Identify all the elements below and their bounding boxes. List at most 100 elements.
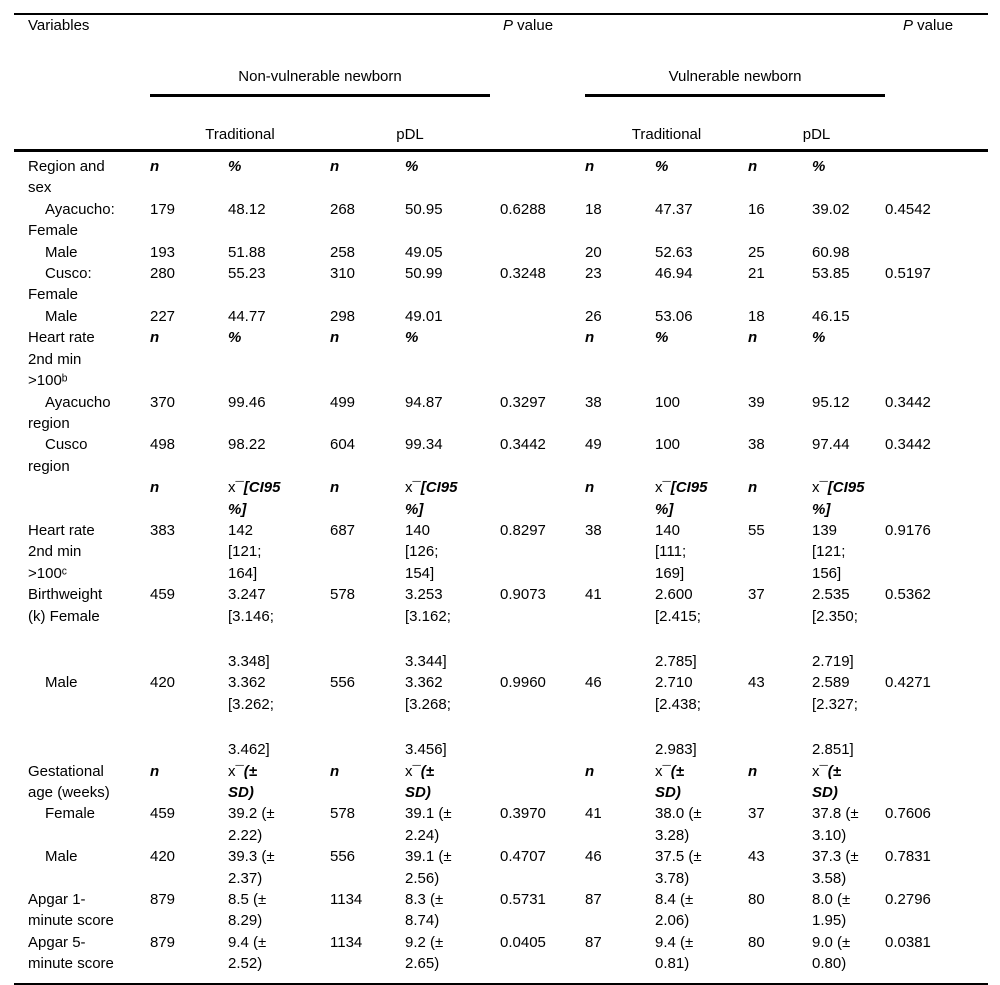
- table-cell: 2.600 [2.415;: [655, 586, 701, 625]
- table-cell: 25: [748, 243, 765, 261]
- table-cell: 280: [150, 265, 176, 283]
- table-cell: 0.9073: [500, 586, 546, 604]
- table-cell: 556: [330, 674, 356, 692]
- table-cell: n: [150, 158, 160, 176]
- table-cell: [885, 151, 988, 199]
- table-cell: 0.4542: [885, 200, 931, 218]
- table-cell: x¯[CI95 %]: [228, 477, 330, 520]
- table-cell: 53.06: [655, 307, 693, 325]
- table-cell: 499: [330, 393, 356, 411]
- table-cell: 46.15: [812, 307, 850, 325]
- stat-notation: (± SD): [405, 762, 435, 801]
- header-traditional-vulnerable: Traditional: [585, 118, 748, 153]
- row-label: [14, 477, 150, 520]
- table-cell: 498: [150, 436, 176, 454]
- table-cell: 604: [330, 436, 356, 454]
- table-cell: 298: [330, 307, 356, 325]
- table-cell: 3.462]: [228, 741, 270, 759]
- table-cell: [150, 715, 228, 760]
- stat-notation: [CI95 %]: [228, 479, 281, 518]
- table-cell: 37.3 (± 3.58): [812, 848, 859, 887]
- table-cell: x¯[CI95 %]: [405, 477, 490, 520]
- table-cell: 268: [330, 200, 356, 218]
- table-cell: 38: [585, 393, 602, 411]
- table-cell: 43: [748, 848, 765, 866]
- table-cell: 227: [150, 307, 176, 325]
- table-row: n x¯[CI95 %] n x¯[CI95 %] n x¯[CI95 %] n x¯[CI9…: [14, 477, 988, 520]
- header-group-nonvulnerable: Non-vulnerable newborn: [150, 14, 490, 119]
- row-label: Heart rate 2nd min >100ᶜ: [28, 521, 95, 582]
- table-cell: 46.94: [655, 265, 693, 283]
- table-cell: 18: [748, 307, 765, 325]
- table-cell: [490, 327, 585, 391]
- table-cell: [885, 627, 988, 672]
- mean-symbol: x¯: [228, 762, 244, 780]
- table-cell: 94.87: [405, 393, 443, 411]
- table-cell: n: [330, 479, 340, 497]
- table-cell: [490, 242, 585, 263]
- table-cell: 193: [150, 243, 176, 261]
- table-cell: 8.5 (± 8.29): [228, 891, 267, 930]
- table-cell: 43: [748, 674, 765, 692]
- mean-symbol: x¯: [405, 479, 421, 497]
- table-cell: n: [585, 329, 595, 347]
- table-cell: 383: [150, 521, 176, 539]
- table-cell: 0.0405: [500, 933, 546, 951]
- table-row: Male 420 3.362 [3.262; 556 3.362 [3.268; 0.99…: [14, 672, 988, 715]
- stat-notation: (± SD): [228, 762, 258, 801]
- table-row: Cusco region 498 98.22 604 99.34 0.3442 49 100 3…: [14, 434, 988, 477]
- table-cell: %: [228, 329, 242, 347]
- table-cell: 0.6288: [500, 200, 546, 218]
- table-cell: 179: [150, 200, 176, 218]
- group-label-nonvulnerable: Non-vulnerable newborn: [238, 67, 402, 85]
- table-cell: 8.3 (± 8.74): [405, 891, 444, 930]
- table-cell: 8.4 (± 2.06): [655, 891, 694, 930]
- table-cell: n: [748, 479, 758, 497]
- table-cell: n: [748, 329, 758, 347]
- row-label: Apgar 5- minute score: [28, 933, 114, 973]
- table-cell: 60.98: [812, 243, 850, 261]
- table-row: Heart rate 2nd min >100ᶜ 383 142 [121; 164…: [14, 520, 988, 584]
- table-cell: 8.0 (± 1.95): [812, 891, 851, 930]
- header-traditional-nonvulnerable: Traditional: [150, 118, 330, 153]
- table-row: Heart rate 2nd min >100ᵇ n% n% n% n%: [14, 327, 988, 391]
- row-label: Male: [45, 848, 78, 866]
- table-cell: 578: [330, 805, 356, 823]
- table-cell: 370: [150, 393, 176, 411]
- comparison-table: Variables Non-vulnerable newborn P value…: [14, 13, 988, 985]
- table-cell: 52.63: [655, 243, 693, 261]
- table-cell: 87: [585, 891, 602, 909]
- table-cell: 53.85: [812, 265, 850, 283]
- table-cell: 140 [126; 154]: [405, 521, 439, 582]
- pvalue-italic-p: P: [503, 17, 514, 34]
- table-cell: 49.05: [405, 243, 443, 261]
- table-cell: n: [585, 158, 595, 176]
- table-cell: 2.719]: [812, 652, 854, 670]
- table-cell: n: [748, 158, 758, 176]
- table-row: 3.462] 3.456] 2.983] 2.851]: [14, 715, 988, 760]
- table-cell: 39.3 (± 2.37): [228, 848, 275, 887]
- table-cell: 55.23: [228, 265, 266, 283]
- table-cell: 39.02: [812, 200, 850, 218]
- stat-notation: (± SD): [655, 762, 685, 801]
- table-cell: 37.5 (± 3.78): [655, 848, 702, 887]
- table-cell: 459: [150, 805, 176, 823]
- table-row: Apgar 5- minute score 879 9.4 (± 2.52) 1134…: [14, 932, 988, 984]
- table-cell: 0.5731: [500, 891, 546, 909]
- table-cell: 23: [585, 265, 602, 283]
- table-cell: 50.99: [405, 265, 443, 283]
- table-cell: [585, 715, 655, 760]
- table-cell: 100: [655, 393, 681, 411]
- table-cell: 50.95: [405, 200, 443, 218]
- table-cell: [585, 627, 655, 672]
- table-cell: [150, 627, 228, 672]
- table-cell: 258: [330, 243, 356, 261]
- table-cell: 3.253 [3.162;: [405, 586, 451, 625]
- table-cell: n: [330, 329, 340, 347]
- table-cell: 26: [585, 307, 602, 325]
- group-label-vulnerable: Vulnerable newborn: [668, 67, 802, 85]
- table-row: Ayacucho: Female 179 48.12 268 50.95 0.6288 18…: [14, 199, 988, 242]
- table-row: Ayacucho region 370 99.46 499 94.87 0.3297 38 1…: [14, 392, 988, 435]
- row-label: [14, 627, 150, 672]
- table-cell: 0.2796: [885, 891, 931, 909]
